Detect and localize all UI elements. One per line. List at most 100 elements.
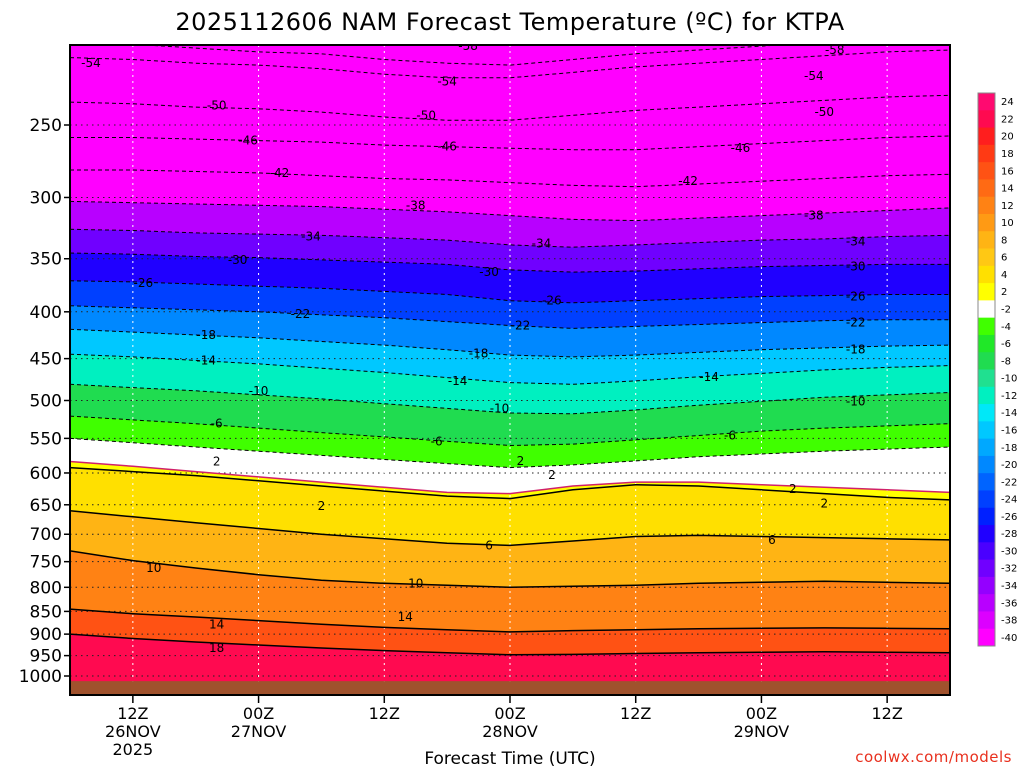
colorbar-frame: [977, 92, 996, 647]
x-tick-label-6: 12Z: [871, 704, 902, 723]
isotherm-label-47: 10: [146, 561, 161, 575]
isotherm-label-27: -18: [196, 328, 216, 342]
colorbar-label-9: 6: [1001, 253, 1007, 264]
isotherm-label-13: -38: [406, 198, 426, 212]
colorbar-label-15: -8: [1001, 356, 1011, 367]
isotherm-label-11: -42: [270, 166, 290, 180]
colorbar-label-19: -16: [1001, 425, 1017, 436]
x-tick-date-5: 29NOV: [734, 722, 790, 741]
y-tick-label-850: 850: [30, 602, 62, 622]
colorbar-label-5: 14: [1001, 184, 1014, 195]
x-tick-label-0: 12Z: [117, 704, 148, 723]
x-tick-label-5: 00Z: [746, 704, 777, 723]
colorbar-label-6: 12: [1001, 201, 1014, 212]
isotherm-label-5: -50: [207, 98, 227, 112]
isotherm-label-4: -54: [804, 69, 824, 83]
colorbar-swatch-31: [978, 628, 995, 647]
isotherm-label-21: -26: [134, 276, 154, 290]
colorbar-label-31: -40: [1001, 633, 1017, 644]
isotherm-label-16: -34: [532, 237, 552, 251]
isotherm-label-40: 2: [517, 454, 525, 468]
y-tick-label-350: 350: [30, 250, 62, 270]
colorbar-label-4: 16: [1001, 166, 1014, 177]
colorbar-label-8: 8: [1001, 235, 1007, 246]
isotherm-label-3: -54: [437, 74, 457, 88]
chart-title: 2025112606 NAM Forecast Temperature (ºC)…: [175, 8, 844, 36]
isotherm-label-34: -10: [490, 401, 510, 415]
isotherm-10-18: [70, 550, 950, 589]
colorbar-swatch-12: [978, 300, 995, 319]
isotherm-label-46: 6: [768, 533, 776, 547]
colorbar-label-0: 24: [1001, 97, 1014, 108]
colorbar-label-26: -30: [1001, 546, 1017, 557]
y-tick-label-950: 950: [30, 647, 62, 667]
isotherm-label-0: -54: [81, 56, 101, 70]
y-tick-label-750: 750: [30, 553, 62, 573]
isotherm-label-22: -26: [542, 294, 562, 308]
colorbar-swatch-18: [978, 404, 995, 422]
colorbar-label-13: -4: [1001, 322, 1011, 333]
colorbar-swatch-25: [978, 525, 995, 543]
isotherm-label-8: -46: [238, 134, 258, 148]
isotherm-label-1: -58: [458, 39, 478, 53]
colorbar-label-12: -2: [1001, 305, 1011, 316]
isotherm-label-20: -30: [846, 260, 866, 274]
isotherm-label-38: -6: [724, 428, 736, 442]
isotherm-label-28: -18: [469, 346, 489, 360]
isotherm-18-20: [70, 633, 950, 656]
x-tick-label-4: 12Z: [620, 704, 651, 723]
colorbar: 24 22 20 18 16 14 12 10 8 6 4 2 -2 -4 -6 -8 -10 -12 -14 -16…: [977, 92, 1017, 647]
colorbar-label-1: 22: [1001, 114, 1014, 125]
isotherm-label-32: -14: [699, 370, 719, 384]
colorbar-label-25: -28: [1001, 529, 1017, 540]
colorbar-swatch-23: [978, 490, 995, 509]
isotherm-label-48: 10: [408, 576, 423, 590]
colorbar-swatch-6: [978, 196, 995, 215]
colorbar-label-30: -38: [1001, 616, 1017, 627]
colorbar-swatch-14: [978, 334, 995, 353]
colorbar-swatch-28: [978, 576, 995, 595]
colorbar-swatch-13: [978, 317, 995, 336]
isotherm-label-25: -22: [511, 318, 531, 332]
isotherm-label-7: -50: [814, 105, 834, 119]
isotherm-14-19: [70, 608, 950, 633]
isotherm-lines: [70, 45, 950, 656]
isotherm-label-10: -46: [731, 141, 751, 155]
isotherm-label-19: -30: [479, 265, 499, 279]
colorbar-swatch-16: [978, 369, 995, 388]
colorbar-label-16: -10: [1001, 374, 1017, 385]
colorbar-label-29: -36: [1001, 598, 1017, 609]
isotherm-label-50: 14: [398, 610, 413, 624]
isotherm-label-37: -6: [431, 434, 443, 448]
colorbar-label-17: -12: [1001, 391, 1017, 402]
x-tick-year-0: 2025: [112, 740, 153, 759]
y-tick-label-900: 900: [30, 625, 62, 645]
y-tick-label-1000: 1000: [19, 667, 62, 687]
colorbar-swatch-3: [978, 144, 995, 163]
colorbar-swatch-17: [978, 386, 995, 405]
colorbar-label-22: -22: [1001, 477, 1017, 488]
ground-strip: [70, 681, 950, 695]
x-tick-date-0: 26NOV: [105, 722, 161, 741]
isotherm-label-42: 2: [789, 482, 797, 496]
isotherm-label-29: -18: [846, 343, 866, 357]
x-tick-label-2: 12Z: [369, 704, 400, 723]
colorbar-swatch-22: [978, 473, 995, 491]
colorbar-label-7: 10: [1001, 218, 1014, 229]
colorbar-label-20: -18: [1001, 443, 1017, 454]
isotherm-label-17: -34: [846, 234, 866, 248]
isotherm-6-17: [70, 510, 950, 547]
x-axis-title: Forecast Time (UTC): [424, 749, 595, 768]
watermark: coolwx.com/models: [855, 748, 1012, 766]
isotherm-label-33: -10: [249, 384, 269, 398]
colorbar-swatch-21: [978, 455, 995, 474]
colorbar-label-10: 4: [1001, 270, 1007, 281]
y-axis: 250 300 350 400 450 500 550 600 650 700 750 800 850 9…: [19, 116, 70, 687]
isotherm-label-14: -38: [804, 209, 824, 223]
x-tick-label-1: 00Z: [243, 704, 274, 723]
colorbar-swatch-1: [978, 110, 995, 129]
colorbar-swatch-24: [978, 507, 995, 526]
colorbar-swatch-26: [978, 542, 995, 561]
